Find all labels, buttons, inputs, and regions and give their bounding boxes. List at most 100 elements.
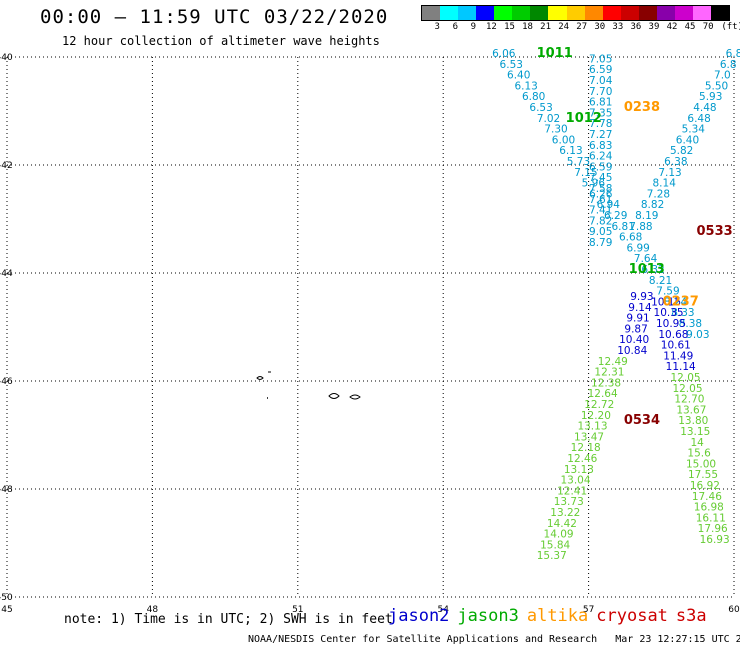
lon-tick-label: 51 xyxy=(292,605,303,615)
wave-height-value: 7.35 xyxy=(589,107,612,119)
wave-height-value: 9.93 xyxy=(630,291,653,303)
wave-height-value: 6.59 xyxy=(589,161,612,173)
wave-height-value: 6.48 xyxy=(687,113,710,125)
wave-height-value: 6.26 xyxy=(589,188,613,200)
wave-height-value: 6.13 xyxy=(559,145,582,157)
colorbar-swatch xyxy=(458,6,477,20)
wave-height-value: 12.38 xyxy=(591,377,621,389)
wave-height-value: 6.83 xyxy=(589,140,612,152)
wave-height-value: 4.48 xyxy=(693,102,716,114)
wave-height-value: 13.13 xyxy=(577,421,607,433)
lon-tick-label: 48 xyxy=(147,605,159,615)
wave-height-value: 13.13 xyxy=(564,464,594,476)
colorbar-label: 18 xyxy=(522,22,533,32)
wave-height-value: 12.05 xyxy=(672,383,702,395)
colorbar-swatch xyxy=(440,6,459,20)
wave-height-value: 7.13 xyxy=(658,167,681,179)
colorbar-swatch xyxy=(422,6,441,20)
colorbar-label: 45 xyxy=(684,22,696,32)
wave-height-value: 14.09 xyxy=(544,529,574,541)
wave-height-value: 7.78 xyxy=(589,118,612,130)
wave-height-value: 15.00 xyxy=(686,458,716,470)
wave-height-value: 6.38 xyxy=(664,156,687,168)
wave-height-value: 6.81 xyxy=(612,221,635,233)
wave-height-value: 9.05 xyxy=(589,226,612,238)
lat-tick-label: -50 xyxy=(0,593,13,603)
wave-height-value: 8.14 xyxy=(653,178,677,190)
wave-height-value: 12.05 xyxy=(671,372,701,384)
lat-tick-label: -46 xyxy=(0,377,13,387)
pass-time-label: 1012 xyxy=(566,111,602,126)
wave-height-value: 15.84 xyxy=(540,539,570,551)
wave-height-value: 6.24 xyxy=(589,151,613,163)
lat-tick-label: -42 xyxy=(0,161,13,171)
wave-height-value: 8.33 xyxy=(671,307,694,319)
lat-tick-label: -40 xyxy=(0,53,13,63)
wave-height-value: 8.38 xyxy=(679,318,702,330)
colorbar-swatch xyxy=(530,6,549,20)
colorbar-swatch xyxy=(512,6,531,20)
colorbar-swatch xyxy=(674,6,693,20)
wave-height-value: 7.15 xyxy=(574,167,597,179)
wave-height-value: 7.88 xyxy=(629,221,652,233)
wave-height-value: 7.30 xyxy=(544,124,567,136)
colorbar-swatch xyxy=(476,6,495,20)
wave-height-value: 7.02 xyxy=(537,113,560,125)
wave-height-value: 5.34 xyxy=(682,124,706,136)
lon-tick-label: 57 xyxy=(583,605,594,615)
wave-height-value: 14.42 xyxy=(547,518,577,530)
wave-height-value: 11.49 xyxy=(663,350,693,362)
wave-height-value: 6.29 xyxy=(604,210,627,222)
wave-height-value: 6.32 xyxy=(641,264,664,276)
wave-height-value: 13.04 xyxy=(560,475,590,487)
wave-height-value: 12.49 xyxy=(598,356,628,368)
wave-height-value: 7.70 xyxy=(589,86,612,98)
wave-height-value: 5.96 xyxy=(582,178,606,190)
wave-height-value: 7.04 xyxy=(589,75,613,87)
wave-height-value: 6.8 xyxy=(726,48,740,60)
page-title: 00:00 – 11:59 UTC 03/22/2020 xyxy=(40,6,389,28)
wave-height-value: 8.21 xyxy=(649,275,672,287)
wave-height-value: 13.22 xyxy=(550,507,580,519)
colorbar-label: 70 xyxy=(702,22,714,32)
wave-height-value: 12.41 xyxy=(557,485,587,497)
wave-height-value: 6.53 xyxy=(500,59,523,71)
wave-height-value: 5.93 xyxy=(699,91,722,103)
wave-height-value: 17.96 xyxy=(698,523,728,535)
wave-height-value: 10.35 xyxy=(654,307,684,319)
wave-height-value: 6.80 xyxy=(522,91,545,103)
colorbar-swatch xyxy=(656,6,675,20)
wave-height-value: 13.15 xyxy=(680,426,710,438)
wave-height-value: 7.41 xyxy=(589,205,612,217)
wave-height-value: 6.8 xyxy=(720,59,737,71)
wave-height-value: 16.93 xyxy=(700,534,730,546)
wave-height-value: 9.03 xyxy=(686,329,709,341)
wave-height-value: 17.55 xyxy=(688,469,718,481)
pass-time-label: 0534 xyxy=(624,413,660,428)
wave-height-value: 12.31 xyxy=(594,367,624,379)
wave-height-value: 12.70 xyxy=(674,394,704,406)
lat-tick-label: -48 xyxy=(0,485,13,495)
colorbar-label: 42 xyxy=(666,22,678,32)
wave-height-value: 6.13 xyxy=(514,80,537,92)
wave-height-value: 7.61 xyxy=(589,194,612,206)
wave-height-value: 13.73 xyxy=(554,496,584,508)
legend-entry-altika: altika xyxy=(526,606,589,626)
legend-entry-jason3: jason3 xyxy=(457,606,519,626)
wave-height-value: 14 xyxy=(690,437,704,449)
colorbar-label: 9 xyxy=(470,22,477,32)
pass-time-label: 1011 xyxy=(537,46,573,61)
colorbar-label: 39 xyxy=(648,22,660,32)
wave-height-value: 7.28 xyxy=(647,188,670,200)
wave-height-value: 13.67 xyxy=(676,404,706,416)
wave-height-value: 7.82 xyxy=(589,215,612,227)
colorbar-label: 3 xyxy=(434,22,440,32)
colorbar-swatch xyxy=(584,6,603,20)
wave-height-value: 12.20 xyxy=(581,410,611,422)
wave-height-value: 10.40 xyxy=(619,334,649,346)
colorbar-swatch xyxy=(692,6,711,20)
wave-height-value: 15.37 xyxy=(537,550,567,562)
wave-height-value: 5.73 xyxy=(567,156,590,168)
wave-height-value: 7.05 xyxy=(589,53,612,65)
